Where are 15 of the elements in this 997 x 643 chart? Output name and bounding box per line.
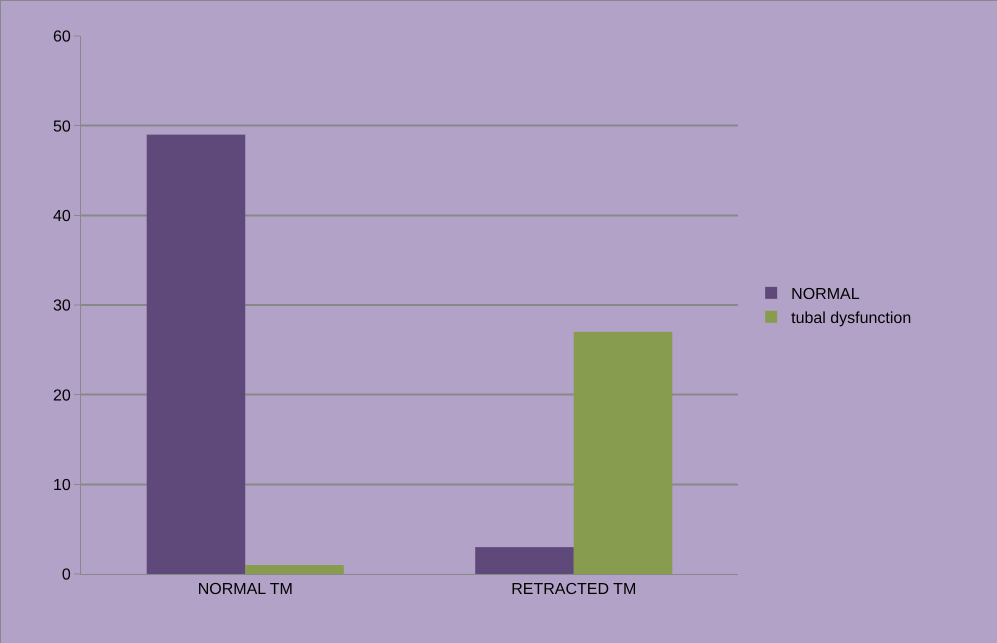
y-tick-label: 30 bbox=[53, 298, 71, 315]
x-tick-label: NORMAL TM bbox=[198, 581, 293, 598]
y-tick-label: 40 bbox=[53, 208, 71, 225]
y-tick-label: 20 bbox=[53, 387, 71, 404]
y-tick-label: 0 bbox=[62, 566, 71, 584]
y-tick-label: 10 bbox=[53, 476, 71, 494]
y-tick-label: 50 bbox=[53, 118, 71, 136]
x-tick-label: RETRACTED TM bbox=[511, 581, 636, 598]
bar bbox=[245, 565, 344, 574]
bar bbox=[574, 332, 672, 574]
bar bbox=[475, 547, 574, 574]
bar bbox=[146, 134, 246, 574]
legend-label: NORMAL bbox=[791, 286, 860, 304]
legend-label: tubal dysfunction bbox=[791, 310, 912, 327]
y-tick-label: 60 bbox=[53, 28, 71, 46]
